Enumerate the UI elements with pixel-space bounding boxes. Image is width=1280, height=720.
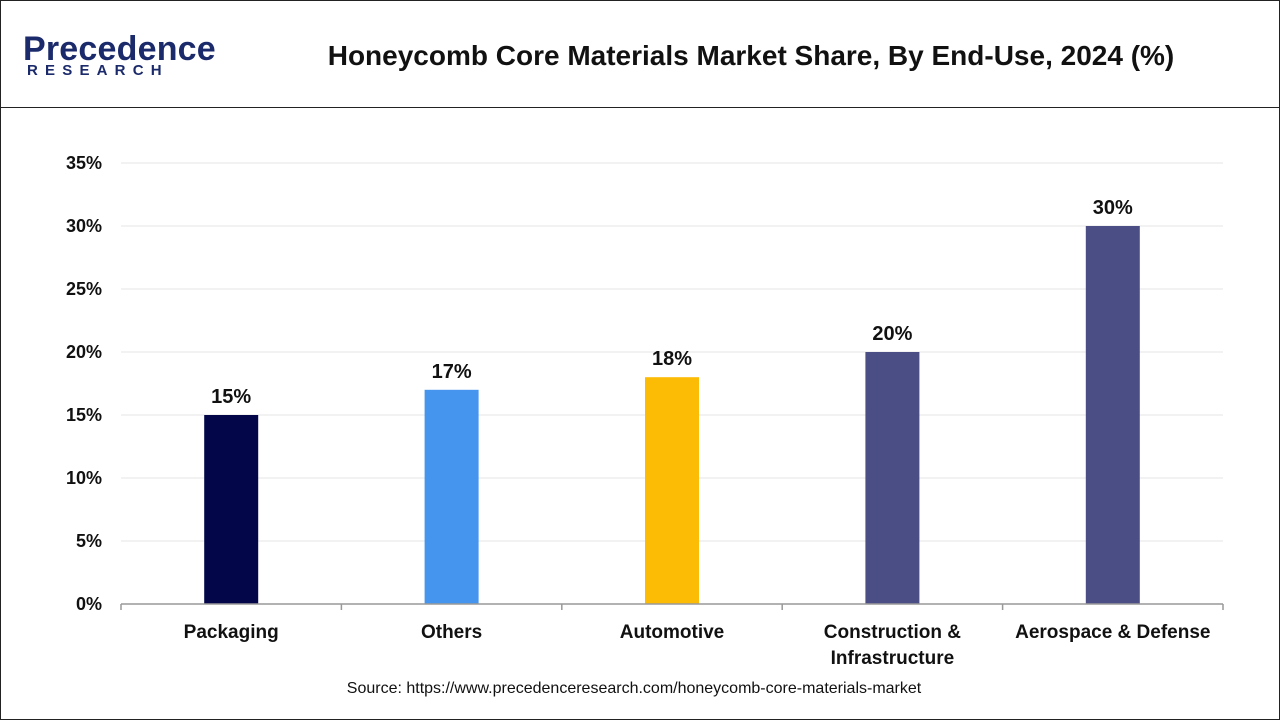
logo-subtitle: RESEARCH bbox=[27, 62, 169, 79]
x-category-label: Infrastructure bbox=[831, 648, 955, 669]
y-tick-label: 20% bbox=[66, 342, 102, 362]
bar bbox=[865, 352, 920, 604]
brand-logo: Precedence RESEARCH bbox=[23, 29, 223, 85]
bar bbox=[645, 377, 699, 604]
source-note: Source: https://www.precedenceresearch.c… bbox=[346, 680, 922, 697]
x-category-label: Automotive bbox=[620, 622, 725, 643]
chart-header: Precedence RESEARCH Honeycomb Core Mater… bbox=[1, 1, 1279, 108]
y-tick-label: 10% bbox=[66, 468, 102, 488]
data-label: 30% bbox=[1093, 197, 1133, 219]
x-axis bbox=[120, 603, 1224, 610]
data-label: 20% bbox=[872, 323, 912, 345]
y-tick-label: 30% bbox=[66, 216, 102, 236]
bar bbox=[204, 415, 259, 604]
logo-name: Precedence bbox=[23, 30, 216, 68]
x-axis-categories: Packaging Others Automotive Construction & I… bbox=[184, 622, 1211, 669]
data-labels: 15% 17% 18% 20% 30% bbox=[211, 197, 1133, 408]
data-label: 15% bbox=[211, 386, 251, 408]
y-tick-label: 35% bbox=[66, 153, 102, 173]
data-label: 18% bbox=[652, 348, 692, 370]
y-tick-label: 5% bbox=[76, 531, 102, 551]
x-category-label: Aerospace & Defense bbox=[1015, 622, 1210, 643]
y-tick-label: 25% bbox=[66, 279, 102, 299]
y-tick-label: 0% bbox=[76, 594, 102, 614]
bars bbox=[204, 226, 1140, 604]
x-category-label: Construction & bbox=[824, 622, 961, 643]
x-category-label: Others bbox=[421, 622, 482, 643]
bar bbox=[424, 389, 479, 604]
x-category-label: Packaging bbox=[184, 622, 279, 643]
y-axis-ticks: 0% 5% 10% 15% 20% 25% 30% 35% bbox=[66, 153, 102, 614]
y-tick-label: 15% bbox=[66, 405, 102, 425]
chart-title: Honeycomb Core Materials Market Share, B… bbox=[327, 40, 1175, 71]
data-label: 17% bbox=[432, 361, 472, 383]
bar bbox=[1085, 226, 1140, 604]
